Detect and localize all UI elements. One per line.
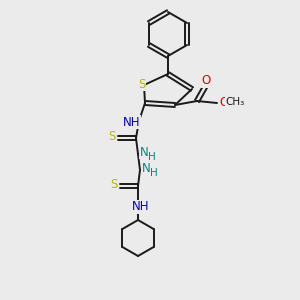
Text: O: O: [201, 74, 211, 88]
Text: S: S: [110, 178, 118, 191]
Text: N: N: [140, 146, 148, 158]
Text: H: H: [150, 168, 158, 178]
Text: NH: NH: [123, 116, 141, 128]
Text: H: H: [148, 152, 156, 162]
Text: N: N: [142, 161, 150, 175]
Text: S: S: [138, 77, 146, 91]
Text: S: S: [108, 130, 116, 143]
Text: CH₃: CH₃: [225, 97, 244, 107]
Text: NH: NH: [132, 200, 150, 214]
Text: O: O: [219, 95, 229, 109]
